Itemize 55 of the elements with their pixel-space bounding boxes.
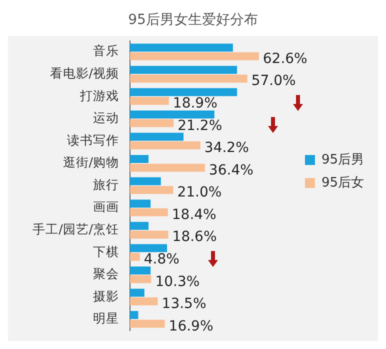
y-tick-label: 音乐 <box>93 43 119 58</box>
bar <box>130 208 168 216</box>
data-label: 57.0% <box>251 73 296 90</box>
chart-title: 95后男女生爱好分布 <box>128 12 258 28</box>
bar <box>130 96 169 105</box>
bar <box>130 244 168 252</box>
data-label: 10.3% <box>155 274 200 290</box>
bar <box>130 186 174 194</box>
bar <box>130 177 161 186</box>
bar <box>130 88 238 96</box>
bar <box>130 155 149 164</box>
bar <box>130 266 151 274</box>
data-label: 16.9% <box>168 318 214 334</box>
y-tick-label: 手工/园艺/烹饪 <box>32 221 119 236</box>
bar <box>130 119 174 128</box>
y-tick-label: 旅行 <box>93 176 119 192</box>
y-tick-label: 明星 <box>93 310 119 326</box>
bar <box>130 320 165 328</box>
bar <box>130 252 140 261</box>
bar <box>130 288 144 297</box>
y-tick-label: 看电影/视频 <box>50 65 119 80</box>
y-tick-label: 下棋 <box>93 244 119 259</box>
bar <box>130 110 214 118</box>
data-label: 18.4% <box>172 206 216 223</box>
y-tick-label: 聚会 <box>93 266 119 282</box>
bar <box>130 66 238 74</box>
data-label: 18.6% <box>172 229 217 246</box>
legend-label: 95后男 <box>321 152 364 168</box>
y-tick-label: 逛街/购物 <box>62 154 119 170</box>
data-label: 36.4% <box>208 162 254 178</box>
data-label: 18.9% <box>172 96 218 112</box>
data-label: 4.8% <box>144 251 180 268</box>
bar <box>130 275 152 284</box>
bar <box>130 52 259 60</box>
bar <box>130 74 248 83</box>
data-label: 34.2% <box>204 140 249 156</box>
bar <box>130 132 184 141</box>
y-tick-label: 打游戏 <box>79 88 119 103</box>
y-tick-label: 运动 <box>93 110 119 126</box>
data-label: 21.2% <box>178 118 222 134</box>
bar <box>130 230 168 239</box>
bar <box>130 200 151 208</box>
bar <box>130 297 158 306</box>
data-label: 62.6% <box>262 50 308 67</box>
bar <box>130 222 149 230</box>
bar <box>130 44 233 52</box>
y-tick-label: 摄影 <box>93 288 119 304</box>
data-label: 13.5% <box>162 296 206 312</box>
bar <box>130 311 138 320</box>
y-tick-label: 读书写作 <box>67 132 119 148</box>
bar <box>130 141 200 150</box>
bar <box>130 164 205 172</box>
y-tick-label: 画画 <box>93 199 119 214</box>
data-label: 21.0% <box>177 184 222 201</box>
legend-label: 95后女 <box>321 175 364 190</box>
